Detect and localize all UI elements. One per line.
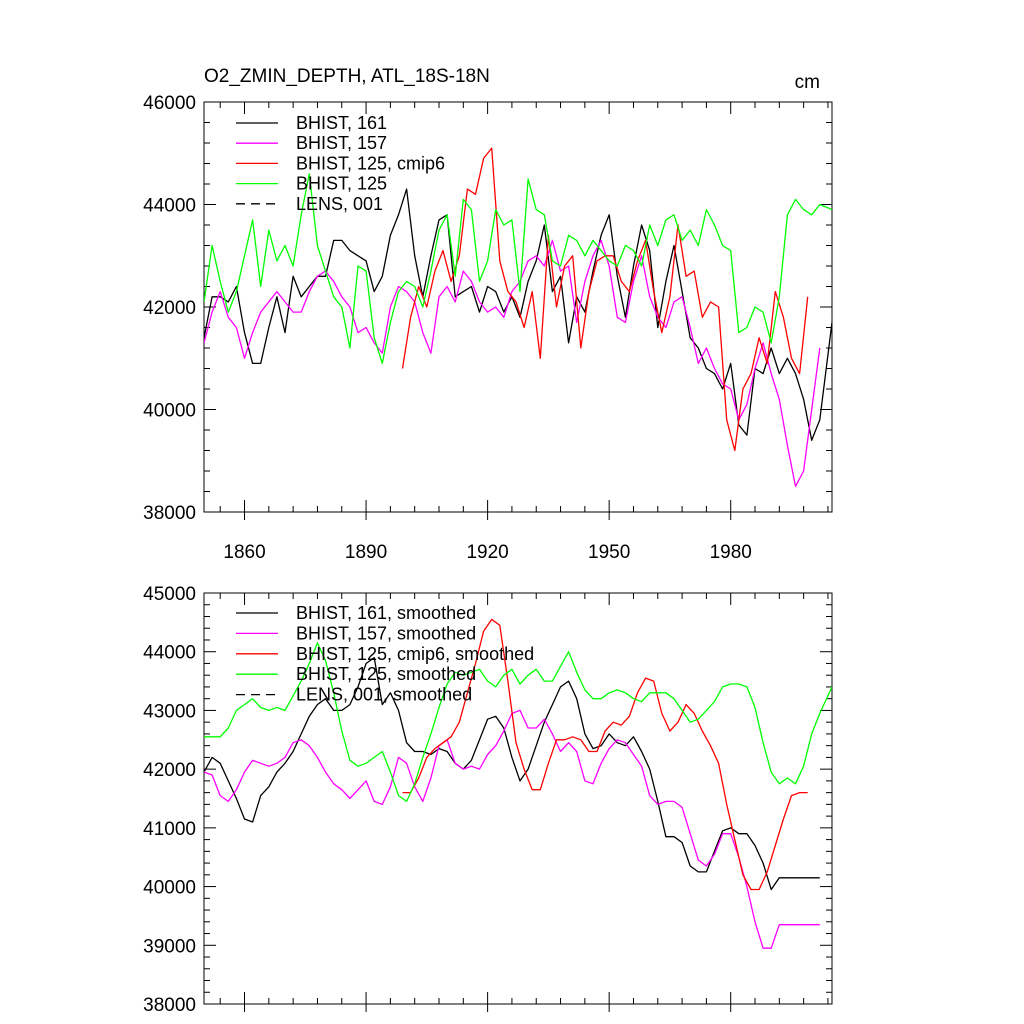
bottom-panel: 38000 39000 40000 41000 42000 43000 44000 45000… [143, 584, 833, 1016]
y-tick-label: 40000 [143, 401, 196, 422]
x-tick-label: 1920 [466, 542, 508, 563]
legend-label-lens-001: LENS, 001 [296, 194, 383, 214]
x-tick-label: 1980 [710, 542, 752, 563]
units-label: cm [795, 72, 820, 93]
legend-label-bhist-157: BHIST, 157 [296, 133, 387, 153]
y-tick-label: 46000 [143, 93, 196, 114]
chart-title: O2_ZMIN_DEPTH, ATL_18S-18N [204, 66, 490, 87]
y-tick-label: 43000 [143, 701, 196, 722]
legend-label-bhist-125: BHIST, 125 [296, 174, 387, 194]
legend-label-bhist-161: BHIST, 161 [296, 113, 387, 133]
x-tick-label: 1950 [588, 542, 630, 563]
y-tick-label: 42000 [143, 760, 196, 781]
x-tick-label: 1890 [345, 542, 387, 563]
series-line-bhist-125-cmip6-smoothed [402, 618, 808, 891]
y-tick-label: 45000 [143, 584, 196, 605]
series-line-bhist-125 [204, 173, 832, 365]
y-tick-label: 38000 [143, 995, 196, 1016]
plot-frame [203, 592, 833, 1005]
legend-label-bhist-161-smoothed: BHIST, 161, smoothed [296, 603, 476, 623]
legend-label-bhist-157-smoothed: BHIST, 157, smoothed [296, 623, 476, 643]
y-tick-label: 44000 [143, 643, 196, 664]
y-tick-label: 39000 [143, 936, 196, 957]
legend-label-bhist-125-smoothed: BHIST, 125, smoothed [296, 664, 476, 684]
series-line-bhist-161-smoothed [204, 656, 820, 891]
top-panel: 38000 40000 42000 44000 46000 1860 1890 1920 195… [143, 66, 833, 563]
series-line-bhist-157 [204, 239, 821, 488]
legend-label-bhist-125-cmip6: BHIST, 125, cmip6 [296, 153, 445, 173]
legend-label-lens-001-smoothed: LENS, 001, smoothed [296, 685, 472, 705]
legend-label-bhist-125-cmip6-smoothed: BHIST, 125, cmip6, smoothed [296, 644, 534, 664]
y-tick-label: 42000 [143, 298, 196, 319]
y-tick-label: 41000 [143, 819, 196, 840]
series-line-bhist-125-smoothed [204, 642, 832, 803]
y-tick-label: 44000 [143, 196, 196, 217]
y-tick-label: 40000 [143, 878, 196, 899]
series-line-bhist-161 [204, 188, 832, 441]
y-tick-label: 38000 [143, 503, 196, 524]
x-tick-label: 1860 [223, 542, 265, 563]
